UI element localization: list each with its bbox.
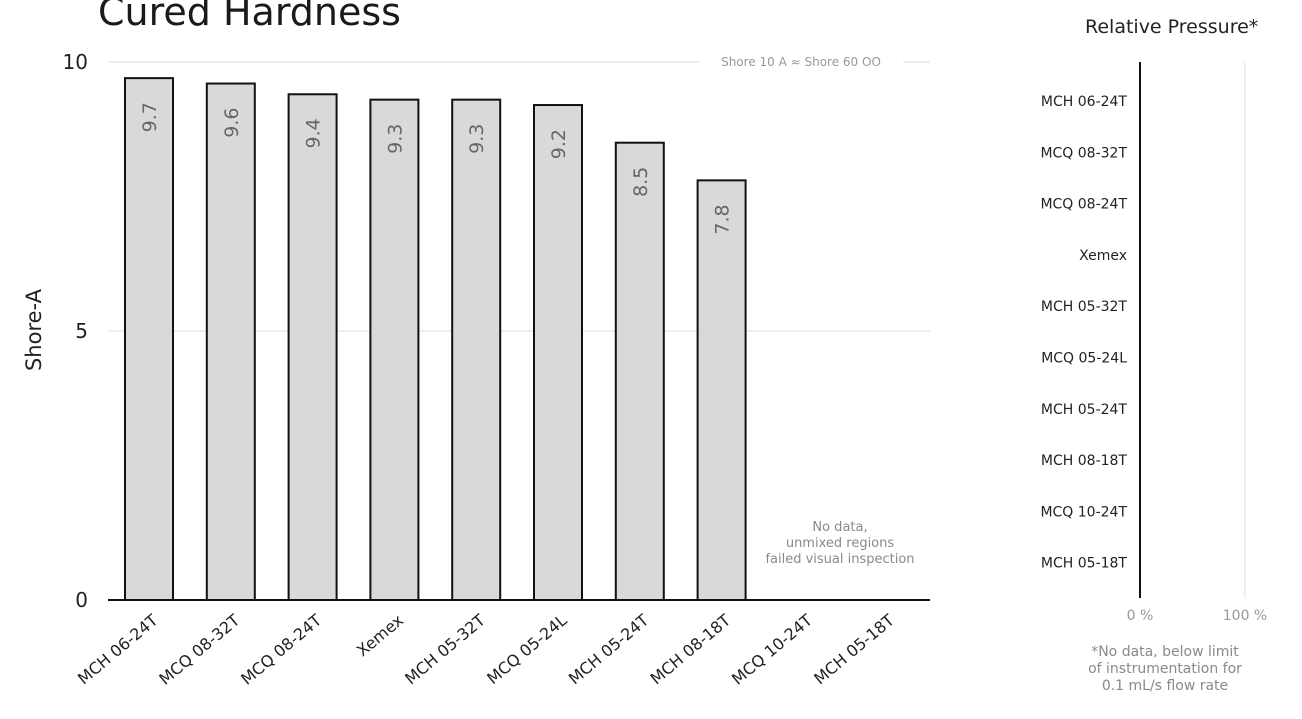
bar xyxy=(533,104,583,601)
y-category-label: MCH 05-24T xyxy=(1041,402,1128,418)
bar xyxy=(205,82,256,601)
y-category-label: MCQ 08-24T xyxy=(1040,197,1127,213)
footnote-line: 0.1 mL/s flow rate xyxy=(1101,678,1229,694)
bar xyxy=(287,93,338,601)
footnote: *No data, below limit of instrumentation… xyxy=(1060,644,1270,695)
bar-value-label: 9.3 xyxy=(384,124,406,154)
bar-value-label: 9.4 xyxy=(303,118,325,148)
bar-value-label: 9.3 xyxy=(466,124,488,154)
no-data-note: No data, unmixed regions failed visual i… xyxy=(750,520,930,568)
side-chart-title: Relative Pressure* xyxy=(1085,16,1259,38)
footnote-line: of instrumentation for xyxy=(1088,661,1242,677)
bar-value-label: 8.5 xyxy=(630,167,652,197)
x-tick-label: 0 % xyxy=(1127,608,1154,624)
y-category-label: Xemex xyxy=(1079,248,1127,264)
bar xyxy=(124,77,174,601)
bar-value-label: 9.2 xyxy=(548,129,570,159)
y-category-label: MCQ 10-24T xyxy=(1040,504,1127,520)
no-data-note-line: failed visual inspection xyxy=(765,552,915,567)
x-tick-label: MCH 05-24T xyxy=(565,610,653,688)
bar xyxy=(451,98,502,601)
relative-pressure-chart: MCH 06-24T MCQ 08-32T MCQ 08-24T Xemex MCH 0… xyxy=(1040,62,1267,624)
x-tick-label: MCQ 08-32T xyxy=(155,610,243,688)
y-tick-label: 0 xyxy=(75,588,88,612)
x-tick-label: 100 % xyxy=(1223,608,1267,624)
x-tick-label: MCQ 05-24L xyxy=(483,610,570,688)
chart-title: Cured Hardness xyxy=(98,0,401,34)
footnote-line: *No data, below limit xyxy=(1091,644,1239,660)
y-category-label: MCQ 08-32T xyxy=(1040,145,1127,161)
no-data-note-line: unmixed regions xyxy=(785,536,895,551)
x-tick-label: Xemex xyxy=(353,611,407,661)
y-category-label: MCH 08-18T xyxy=(1041,453,1128,469)
x-tick-label: MCQ 10-24T xyxy=(728,610,816,688)
bar-value-label: 9.6 xyxy=(221,108,243,138)
bar xyxy=(696,179,747,602)
y-category-label: MCH 06-24T xyxy=(1041,94,1128,110)
x-tick-label: MCQ 08-24T xyxy=(237,610,325,688)
bar-value-label: 9.7 xyxy=(139,102,161,132)
x-tick-label: MCH 05-32T xyxy=(401,610,489,688)
x-tick-label: MCH 05-18T xyxy=(810,610,898,688)
bar-value-label: 7.8 xyxy=(712,204,734,234)
no-data-note-line: No data, xyxy=(812,520,868,535)
bar xyxy=(369,98,420,601)
y-category-label: MCQ 05-24L xyxy=(1041,351,1127,367)
y-category-label: MCH 05-18T xyxy=(1041,556,1128,572)
x-tick-label: MCH 08-18T xyxy=(647,610,735,688)
hardness-bar-chart: 0 5 10 Shore 10 A ≈ Shore 60 OO 9.7 MCH 06-24… xyxy=(63,50,930,689)
y-category-label: MCH 05-32T xyxy=(1041,299,1128,315)
reference-line-label: Shore 10 A ≈ Shore 60 OO xyxy=(721,55,881,69)
y-tick-label: 10 xyxy=(63,50,88,74)
x-tick-label: MCH 06-24T xyxy=(74,610,162,688)
bar xyxy=(614,141,665,601)
y-tick-label: 5 xyxy=(75,319,88,343)
